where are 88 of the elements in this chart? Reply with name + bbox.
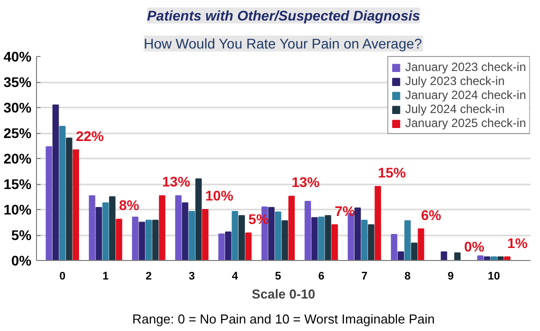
bar — [332, 224, 338, 260]
legend-label: January 2024 check-in — [405, 88, 526, 102]
data-label: 13% — [292, 174, 320, 190]
legend-label: January 2025 check-in — [405, 116, 526, 130]
y-tick-label: 0% — [11, 252, 32, 268]
legend-label: July 2023 check-in — [405, 74, 505, 88]
bar — [361, 220, 368, 260]
x-tick-label: 9 — [448, 270, 454, 282]
bar — [175, 195, 182, 260]
x-tick-label: 10 — [488, 270, 500, 282]
bar — [109, 196, 116, 260]
bar — [116, 218, 122, 260]
y-tick-label: 30% — [3, 100, 32, 116]
bar — [195, 178, 202, 260]
y-tick-label: 10% — [3, 202, 32, 218]
bar — [311, 217, 318, 260]
bar — [324, 215, 332, 260]
x-tick-label: 6 — [318, 270, 324, 282]
bar — [374, 186, 382, 260]
x-tick-label: 1 — [102, 270, 109, 282]
chart-subtitle: How Would You Rate Your Pain on Average? — [144, 36, 422, 52]
bar — [218, 233, 225, 260]
bar — [318, 216, 324, 260]
bar — [454, 252, 461, 260]
bar — [398, 251, 404, 260]
bar — [268, 206, 275, 260]
bar — [477, 255, 484, 260]
x-tick-label: 3 — [188, 270, 195, 282]
legend-label: July 2024 check-in — [405, 102, 505, 116]
data-label: 0% — [464, 238, 485, 254]
bar — [225, 231, 232, 260]
bar — [282, 220, 288, 260]
bar — [497, 256, 504, 260]
x-tick-label: 4 — [232, 270, 239, 282]
bar — [132, 216, 138, 260]
bar — [232, 211, 238, 260]
bar — [390, 234, 398, 260]
bar — [145, 220, 152, 260]
bar — [188, 211, 196, 260]
bar — [274, 212, 282, 260]
data-label: 6% — [421, 206, 442, 223]
y-tick-label: 20% — [3, 150, 32, 166]
bar — [490, 256, 498, 260]
data-label: 15% — [378, 164, 406, 181]
bar — [52, 104, 59, 260]
bar — [418, 228, 424, 260]
chart-title: Patients with Other/Suspected Diagnosis — [146, 8, 420, 24]
bar — [158, 195, 166, 260]
bar — [46, 146, 52, 260]
bar — [138, 222, 146, 260]
y-tick-label: 40% — [3, 48, 32, 64]
data-label: 10% — [205, 188, 234, 204]
bar — [182, 202, 188, 260]
data-label: 8% — [118, 197, 140, 214]
legend-label: January 2023 check-in — [405, 60, 526, 74]
data-label: 22% — [76, 128, 104, 144]
bar — [304, 200, 311, 260]
bar — [245, 232, 252, 260]
bar — [102, 202, 109, 260]
bar — [59, 126, 66, 260]
bar — [411, 242, 418, 260]
bar — [202, 209, 208, 260]
bar — [66, 138, 72, 260]
bar — [504, 256, 510, 260]
text: Range: 0 = No Pain and 10 = Worst Imaginable Pain — [132, 312, 435, 326]
x-tick-label: 8 — [404, 270, 411, 282]
bar — [96, 206, 102, 260]
y-tick-label: 25% — [3, 125, 32, 141]
y-tick-label: 15% — [3, 176, 32, 192]
x-axis-title: Scale 0-10 — [252, 286, 316, 302]
bar — [152, 220, 159, 260]
bar — [404, 220, 411, 260]
x-tick-label: 5 — [275, 270, 282, 282]
data-label: 1% — [507, 234, 528, 251]
bar — [484, 256, 490, 260]
x-tick-label: 0 — [59, 270, 66, 282]
x-tick-label: 2 — [146, 270, 152, 282]
bar — [288, 196, 295, 260]
data-label: 7% — [334, 202, 356, 219]
y-tick-label: 5% — [11, 227, 32, 243]
bar — [238, 215, 245, 260]
bar — [354, 207, 361, 260]
x-tick-label: 7 — [361, 270, 368, 282]
bar — [72, 149, 80, 260]
bar — [88, 195, 96, 260]
y-tick-label: 35% — [3, 74, 32, 90]
data-label: 13% — [162, 174, 191, 190]
bar — [368, 224, 374, 260]
